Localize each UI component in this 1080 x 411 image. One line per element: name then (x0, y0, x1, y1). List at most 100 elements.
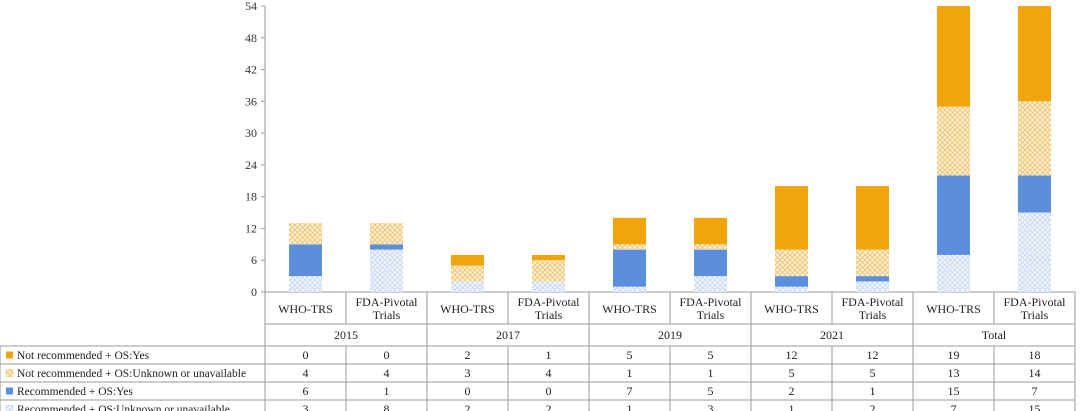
table-cell-value: 12 (786, 348, 798, 362)
legend-swatch (6, 387, 13, 395)
table-cell-value: 18 (1029, 348, 1041, 362)
legend-label: Recommended + OS:Unknown or unavailable (17, 404, 230, 411)
bars (289, 6, 1051, 292)
x-category-label: WHO-TRS (602, 302, 657, 316)
table-cell-value: 8 (384, 402, 390, 411)
table-cell-value: 4 (546, 366, 552, 380)
bar-segment (694, 244, 727, 250)
bar-segment (370, 244, 403, 250)
table-cell-value: 3 (465, 366, 471, 380)
bar-segment (613, 244, 646, 250)
table-cell-value: 1 (384, 384, 390, 398)
y-tick-label: 0 (251, 285, 257, 299)
bar-segment (613, 249, 646, 287)
table-cell-value: 1 (627, 402, 633, 411)
bar-segment (775, 276, 808, 287)
legend-label: Not recommended + OS:Unknown or unavaila… (17, 368, 246, 380)
bar-segment (694, 249, 727, 277)
table-cell-value: 4 (303, 366, 309, 380)
x-category-label: WHO-TRS (926, 302, 981, 316)
bar-segment (370, 249, 403, 292)
table-cell-value: 1 (870, 384, 876, 398)
legend-swatch (6, 351, 13, 359)
bar-segment (1018, 101, 1051, 176)
x-category-label: Trials (859, 308, 887, 322)
table-cell-value: 3 (708, 402, 714, 411)
y-tick-label: 12 (245, 221, 257, 235)
table-cell-value: 15 (948, 384, 960, 398)
bar-segment (613, 217, 646, 245)
bar-segment (856, 249, 889, 277)
bar-segment (532, 254, 565, 261)
bar-segment (937, 106, 970, 176)
legend-label: Recommended + OS:Yes (17, 386, 133, 398)
legend-swatch (5, 369, 14, 377)
table-cell-value: 13 (948, 366, 960, 380)
bar-segment (775, 249, 808, 277)
y-tick-label: 6 (251, 253, 257, 267)
bar-segment (937, 175, 970, 255)
table-cell-value: 1 (546, 348, 552, 362)
bar-segment (694, 217, 727, 245)
table-cell-value: 0 (546, 384, 552, 398)
y-tick-label: 24 (245, 158, 257, 172)
table-cell-value: 2 (789, 384, 795, 398)
y-tick-label: 30 (245, 126, 257, 140)
x-category-label: WHO-TRS (764, 302, 819, 316)
bar-segment (1018, 175, 1051, 213)
bar-segment (451, 254, 484, 266)
x-category-label: FDA-Pivotal (841, 295, 904, 309)
x-category-label: FDA-Pivotal (1003, 295, 1066, 309)
table-cell-value: 0 (465, 384, 471, 398)
y-tick-label: 36 (245, 94, 257, 108)
bar-segment (613, 286, 646, 292)
bar-segment (532, 281, 565, 292)
bar-segment (532, 260, 565, 282)
bar-segment (937, 6, 970, 107)
x-category-label: FDA-Pivotal (355, 295, 418, 309)
table-cell-value: 1 (789, 402, 795, 411)
bar-segment (1018, 6, 1051, 102)
bar-segment (856, 276, 889, 282)
y-tick-label: 42 (245, 63, 257, 77)
table-cell-value: 5 (627, 348, 633, 362)
table-cell-value: 7 (627, 384, 633, 398)
table-cell-value: 2 (546, 402, 552, 411)
x-group-label: 2019 (658, 328, 682, 342)
bar-segment (289, 223, 322, 245)
y-tick-label: 48 (245, 31, 257, 45)
table-cell-value: 5 (708, 384, 714, 398)
table-cell-value: 19 (948, 348, 960, 362)
table-cell-value: 7 (1032, 384, 1038, 398)
table-cell-value: 12 (867, 348, 879, 362)
bar-segment (451, 281, 484, 292)
table-cell-value: 7 (951, 402, 957, 411)
y-tick-label: 54 (245, 0, 257, 13)
table-cell-value: 1 (627, 366, 633, 380)
x-category-label: WHO-TRS (278, 302, 333, 316)
bar-segment (856, 186, 889, 250)
bar-segment (694, 276, 727, 292)
table-cell-value: 3 (303, 402, 309, 411)
table-cell-value: 1 (708, 366, 714, 380)
legend-label: Not recommended + OS:Yes (17, 350, 150, 362)
x-category-label: WHO-TRS (440, 302, 495, 316)
x-category-label: FDA-Pivotal (679, 295, 742, 309)
table-cell-value: 2 (465, 402, 471, 411)
table-cell-value: 14 (1029, 366, 1041, 380)
bar-segment (775, 286, 808, 292)
x-category-label: FDA-Pivotal (517, 295, 580, 309)
table-cell-value: 5 (870, 366, 876, 380)
x-group-label: Total (982, 328, 1007, 342)
bar-segment (1018, 212, 1051, 292)
x-category-label: Trials (697, 308, 725, 322)
bar-segment (937, 254, 970, 292)
bar-segment (451, 265, 484, 282)
table-cell-value: 2 (870, 402, 876, 411)
x-category-label: Trials (373, 308, 401, 322)
bar-segment (370, 223, 403, 245)
bar-segment (289, 276, 322, 292)
x-group-label: 2017 (496, 328, 520, 342)
